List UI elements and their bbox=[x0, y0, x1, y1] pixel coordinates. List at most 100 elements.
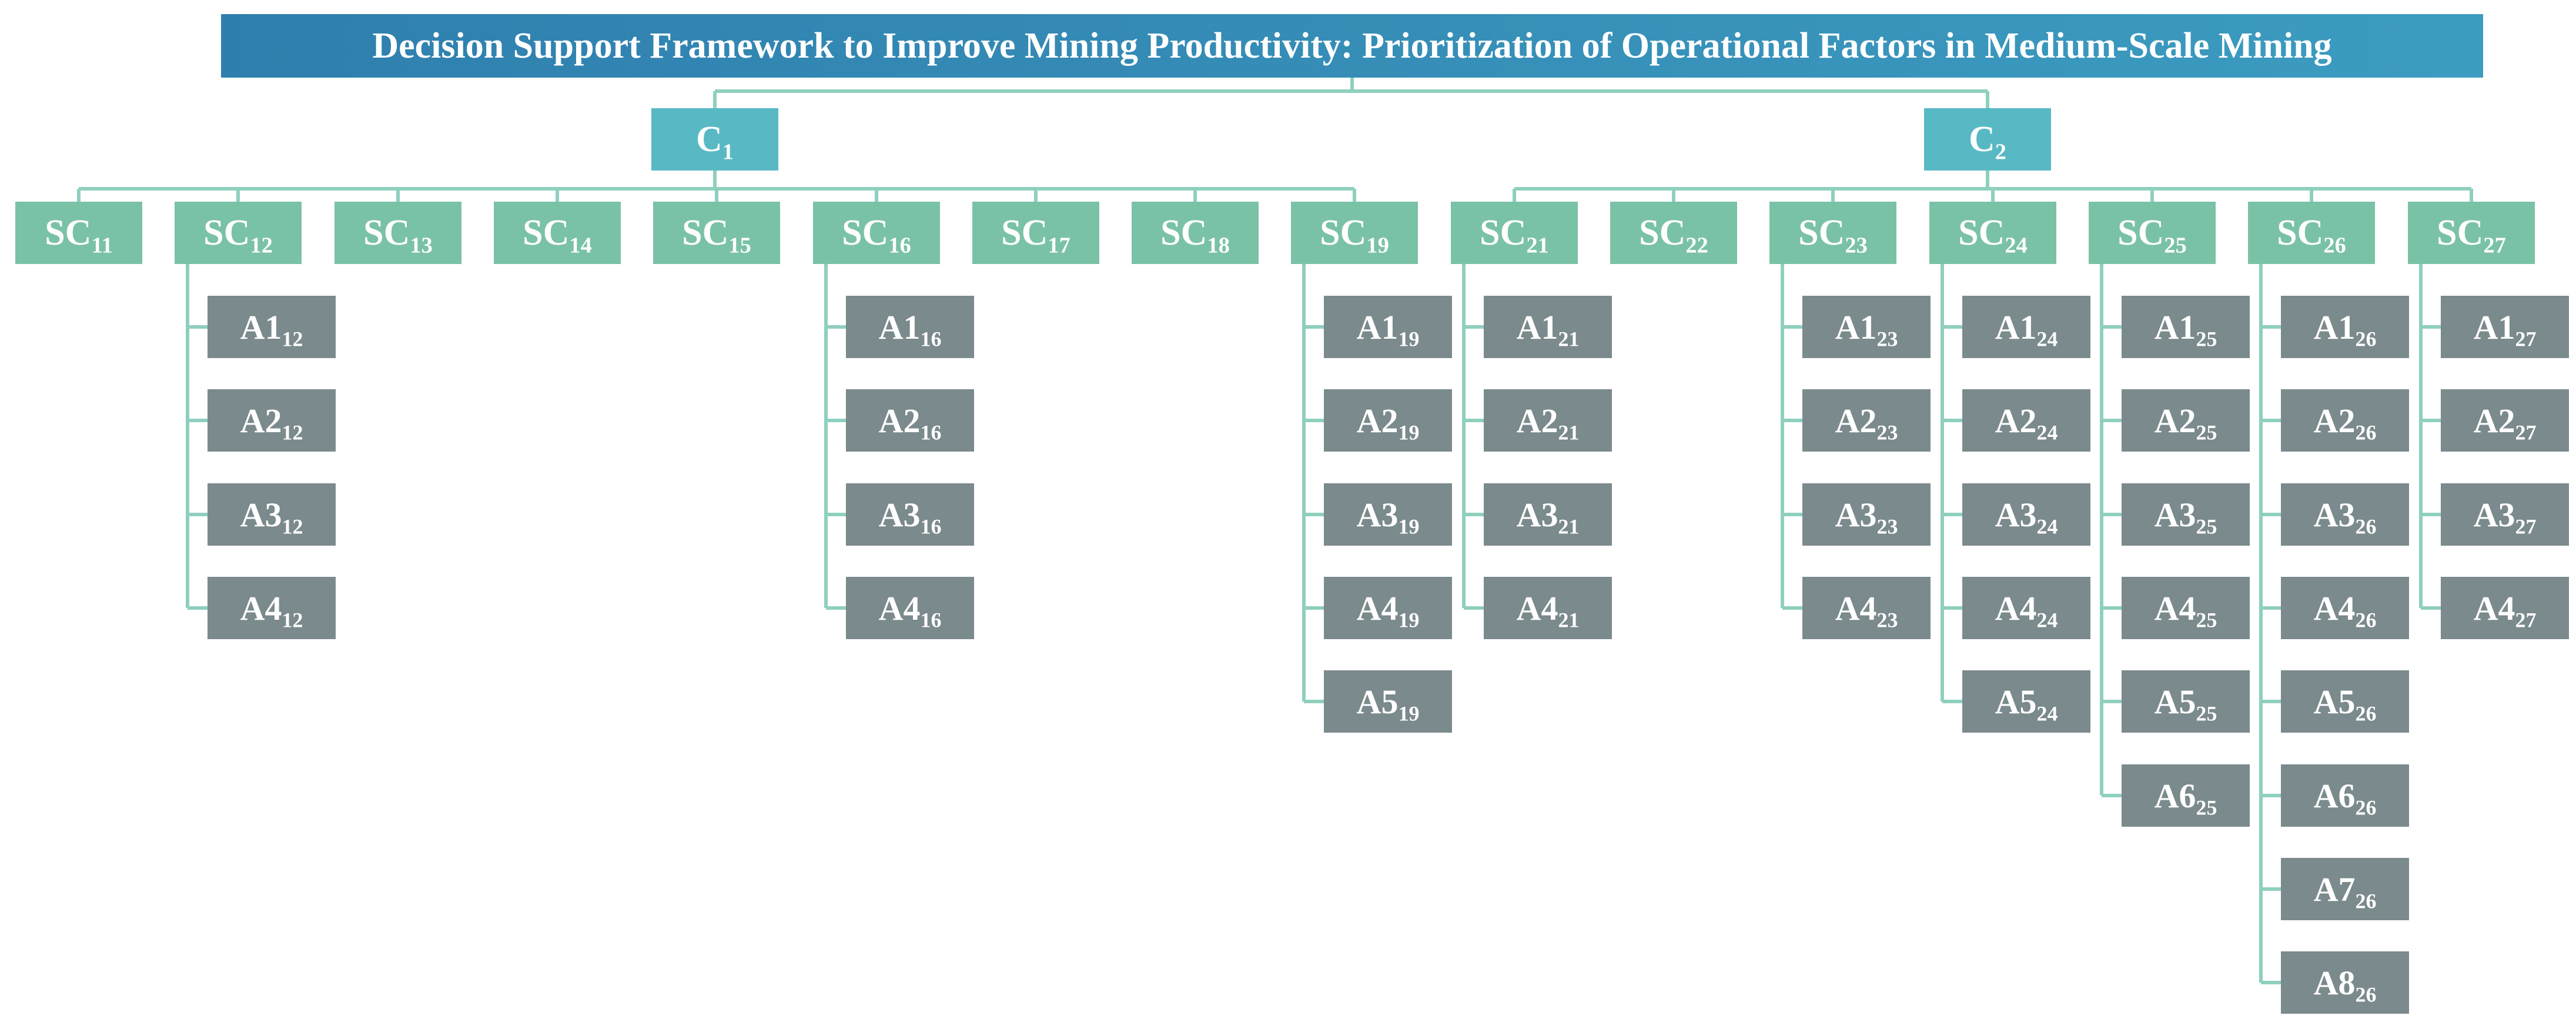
subcriterion-sc17-base: SC bbox=[1001, 212, 1048, 253]
alternative-a5-26-subscript: 26 bbox=[2355, 701, 2377, 726]
subcriterion-sc15: SC15 bbox=[653, 202, 780, 264]
alternative-a3-25-label: A325 bbox=[2155, 495, 2217, 537]
alternative-a3-12-base: A3 bbox=[240, 495, 282, 534]
alternative-a2-27-subscript: 27 bbox=[2515, 420, 2537, 445]
subcriterion-sc12-label: SC12 bbox=[203, 212, 273, 257]
subcriterion-sc19-base: SC bbox=[1320, 212, 1367, 253]
alternative-a5-24-subscript: 24 bbox=[2036, 701, 2058, 726]
subcriterion-sc26-label: SC26 bbox=[2277, 212, 2346, 257]
alternative-a3-21-subscript: 21 bbox=[1558, 514, 1580, 539]
alternative-a8-26: A826 bbox=[2281, 951, 2409, 1014]
subcriterion-sc16-subscript: 16 bbox=[888, 232, 911, 258]
alternative-a4-24: A424 bbox=[1962, 577, 2090, 639]
subcriterion-sc11-base: SC bbox=[45, 212, 92, 253]
alternative-a1-25-subscript: 25 bbox=[2196, 327, 2217, 351]
alternative-a4-24-subscript: 24 bbox=[2036, 608, 2058, 632]
alternative-a2-12-subscript: 12 bbox=[282, 420, 303, 445]
alternative-a6-26-subscript: 26 bbox=[2355, 796, 2377, 820]
alternative-a7-26-subscript: 26 bbox=[2355, 889, 2377, 913]
subcriterion-sc13-subscript: 13 bbox=[410, 232, 433, 258]
alternative-a2-24-base: A2 bbox=[1995, 401, 2037, 440]
subcriterion-sc26-base: SC bbox=[2277, 212, 2324, 253]
alternative-a1-25: A125 bbox=[2122, 296, 2250, 358]
subcriterion-sc21-subscript: 21 bbox=[1526, 232, 1549, 258]
alternative-a3-25: A325 bbox=[2122, 483, 2250, 546]
alternative-a2-24: A224 bbox=[1962, 389, 2090, 452]
alternative-a3-24-base: A3 bbox=[1995, 495, 2037, 534]
alternative-a5-24-label: A524 bbox=[1995, 682, 2058, 724]
alternative-a3-27-subscript: 27 bbox=[2515, 514, 2537, 539]
alternative-a4-23: A423 bbox=[1802, 577, 1931, 639]
subcriterion-sc18-subscript: 18 bbox=[1207, 232, 1230, 258]
alternative-a1-23-label: A123 bbox=[1835, 308, 1898, 350]
alternative-a1-26-subscript: 26 bbox=[2355, 327, 2377, 351]
subcriterion-sc13-base: SC bbox=[363, 212, 410, 253]
subcriterion-sc16-label: SC16 bbox=[842, 212, 911, 257]
subcriterion-sc23-label: SC23 bbox=[1798, 212, 1868, 257]
subcriterion-sc27-label: SC27 bbox=[2437, 212, 2506, 257]
subcriterion-sc15-label: SC15 bbox=[682, 212, 751, 257]
alternative-a2-12: A212 bbox=[208, 389, 336, 452]
alternative-a1-12-base: A1 bbox=[240, 308, 282, 346]
alternative-a3-24-subscript: 24 bbox=[2036, 514, 2058, 539]
alternative-a4-12-base: A4 bbox=[240, 589, 282, 627]
alternative-a5-19-label: A519 bbox=[1357, 682, 1420, 724]
alternative-a7-26: A726 bbox=[2281, 858, 2409, 920]
alternative-a2-19-subscript: 19 bbox=[1398, 420, 1420, 445]
alternative-a4-23-label: A423 bbox=[1835, 589, 1898, 631]
subcriterion-sc17-subscript: 17 bbox=[1048, 232, 1070, 258]
alternative-a3-24-label: A324 bbox=[1995, 495, 2058, 537]
alternative-a3-27-base: A3 bbox=[2473, 495, 2515, 534]
alternative-a3-19-label: A319 bbox=[1357, 495, 1420, 537]
subcriterion-sc11-subscript: 11 bbox=[91, 232, 113, 258]
alternative-a5-24: A524 bbox=[1962, 670, 2090, 733]
alternative-a2-21-subscript: 21 bbox=[1558, 420, 1580, 445]
alternative-a3-19-subscript: 19 bbox=[1398, 514, 1420, 539]
alternative-a1-27: A127 bbox=[2441, 296, 2569, 358]
alternative-a2-23-subscript: 23 bbox=[1876, 420, 1898, 445]
alternative-a3-26: A326 bbox=[2281, 483, 2409, 546]
alternative-a1-25-base: A1 bbox=[2154, 308, 2196, 346]
alternative-a1-19-subscript: 19 bbox=[1398, 327, 1420, 351]
alternative-a2-23-base: A2 bbox=[1835, 401, 1877, 440]
subcriterion-sc12-subscript: 12 bbox=[250, 232, 273, 258]
alternative-a1-23: A123 bbox=[1802, 296, 1931, 358]
alternative-a6-25: A625 bbox=[2122, 764, 2250, 827]
subcriterion-sc21-label: SC21 bbox=[1480, 212, 1549, 257]
alternative-a2-23: A223 bbox=[1802, 389, 1931, 452]
alternative-a5-24-base: A5 bbox=[1995, 682, 2037, 721]
alternative-a7-26-label: A726 bbox=[2314, 870, 2377, 912]
alternative-a4-21: A421 bbox=[1484, 577, 1612, 639]
criterion-c1-subscript: 1 bbox=[722, 139, 734, 164]
alternative-a2-21-base: A2 bbox=[1516, 401, 1558, 440]
alternative-a4-19: A419 bbox=[1324, 577, 1452, 639]
alternative-a3-21-label: A321 bbox=[1517, 495, 1580, 537]
subcriterion-sc14: SC14 bbox=[494, 202, 621, 264]
alternative-a1-19-label: A119 bbox=[1356, 308, 1420, 351]
alternative-a6-25-base: A6 bbox=[2154, 776, 2196, 815]
alternative-a1-25-label: A125 bbox=[2154, 308, 2217, 351]
subcriterion-sc26-subscript: 26 bbox=[2323, 232, 2346, 258]
subcriterion-sc23: SC23 bbox=[1769, 202, 1896, 264]
alternative-a8-26-base: A8 bbox=[2313, 963, 2356, 1002]
alternative-a3-12-subscript: 12 bbox=[282, 514, 303, 539]
alternative-a3-16-label: A316 bbox=[879, 495, 942, 537]
alternative-a1-19: A119 bbox=[1324, 296, 1452, 358]
criterion-c2: C2 bbox=[1924, 108, 2051, 171]
subcriterion-sc23-base: SC bbox=[1798, 212, 1845, 253]
alternative-a2-16-base: A2 bbox=[878, 401, 921, 440]
alternative-a4-16-label: A416 bbox=[879, 589, 942, 631]
subcriterion-sc24-label: SC24 bbox=[1958, 212, 2028, 257]
alternative-a2-19: A219 bbox=[1324, 389, 1452, 452]
alternative-a3-26-base: A3 bbox=[2313, 495, 2356, 534]
alternative-a3-23-base: A3 bbox=[1835, 495, 1877, 534]
alternative-a1-26-label: A126 bbox=[2314, 308, 2377, 351]
subcriterion-sc16-base: SC bbox=[842, 212, 889, 253]
subcriterion-sc25-label: SC25 bbox=[2117, 212, 2187, 257]
alternative-a1-19-base: A1 bbox=[1356, 308, 1399, 346]
alternative-a3-23-subscript: 23 bbox=[1876, 514, 1898, 539]
subcriterion-sc22-subscript: 22 bbox=[1685, 232, 1708, 258]
alternative-a4-12: A412 bbox=[208, 577, 336, 639]
alternative-a4-21-subscript: 21 bbox=[1558, 608, 1580, 632]
